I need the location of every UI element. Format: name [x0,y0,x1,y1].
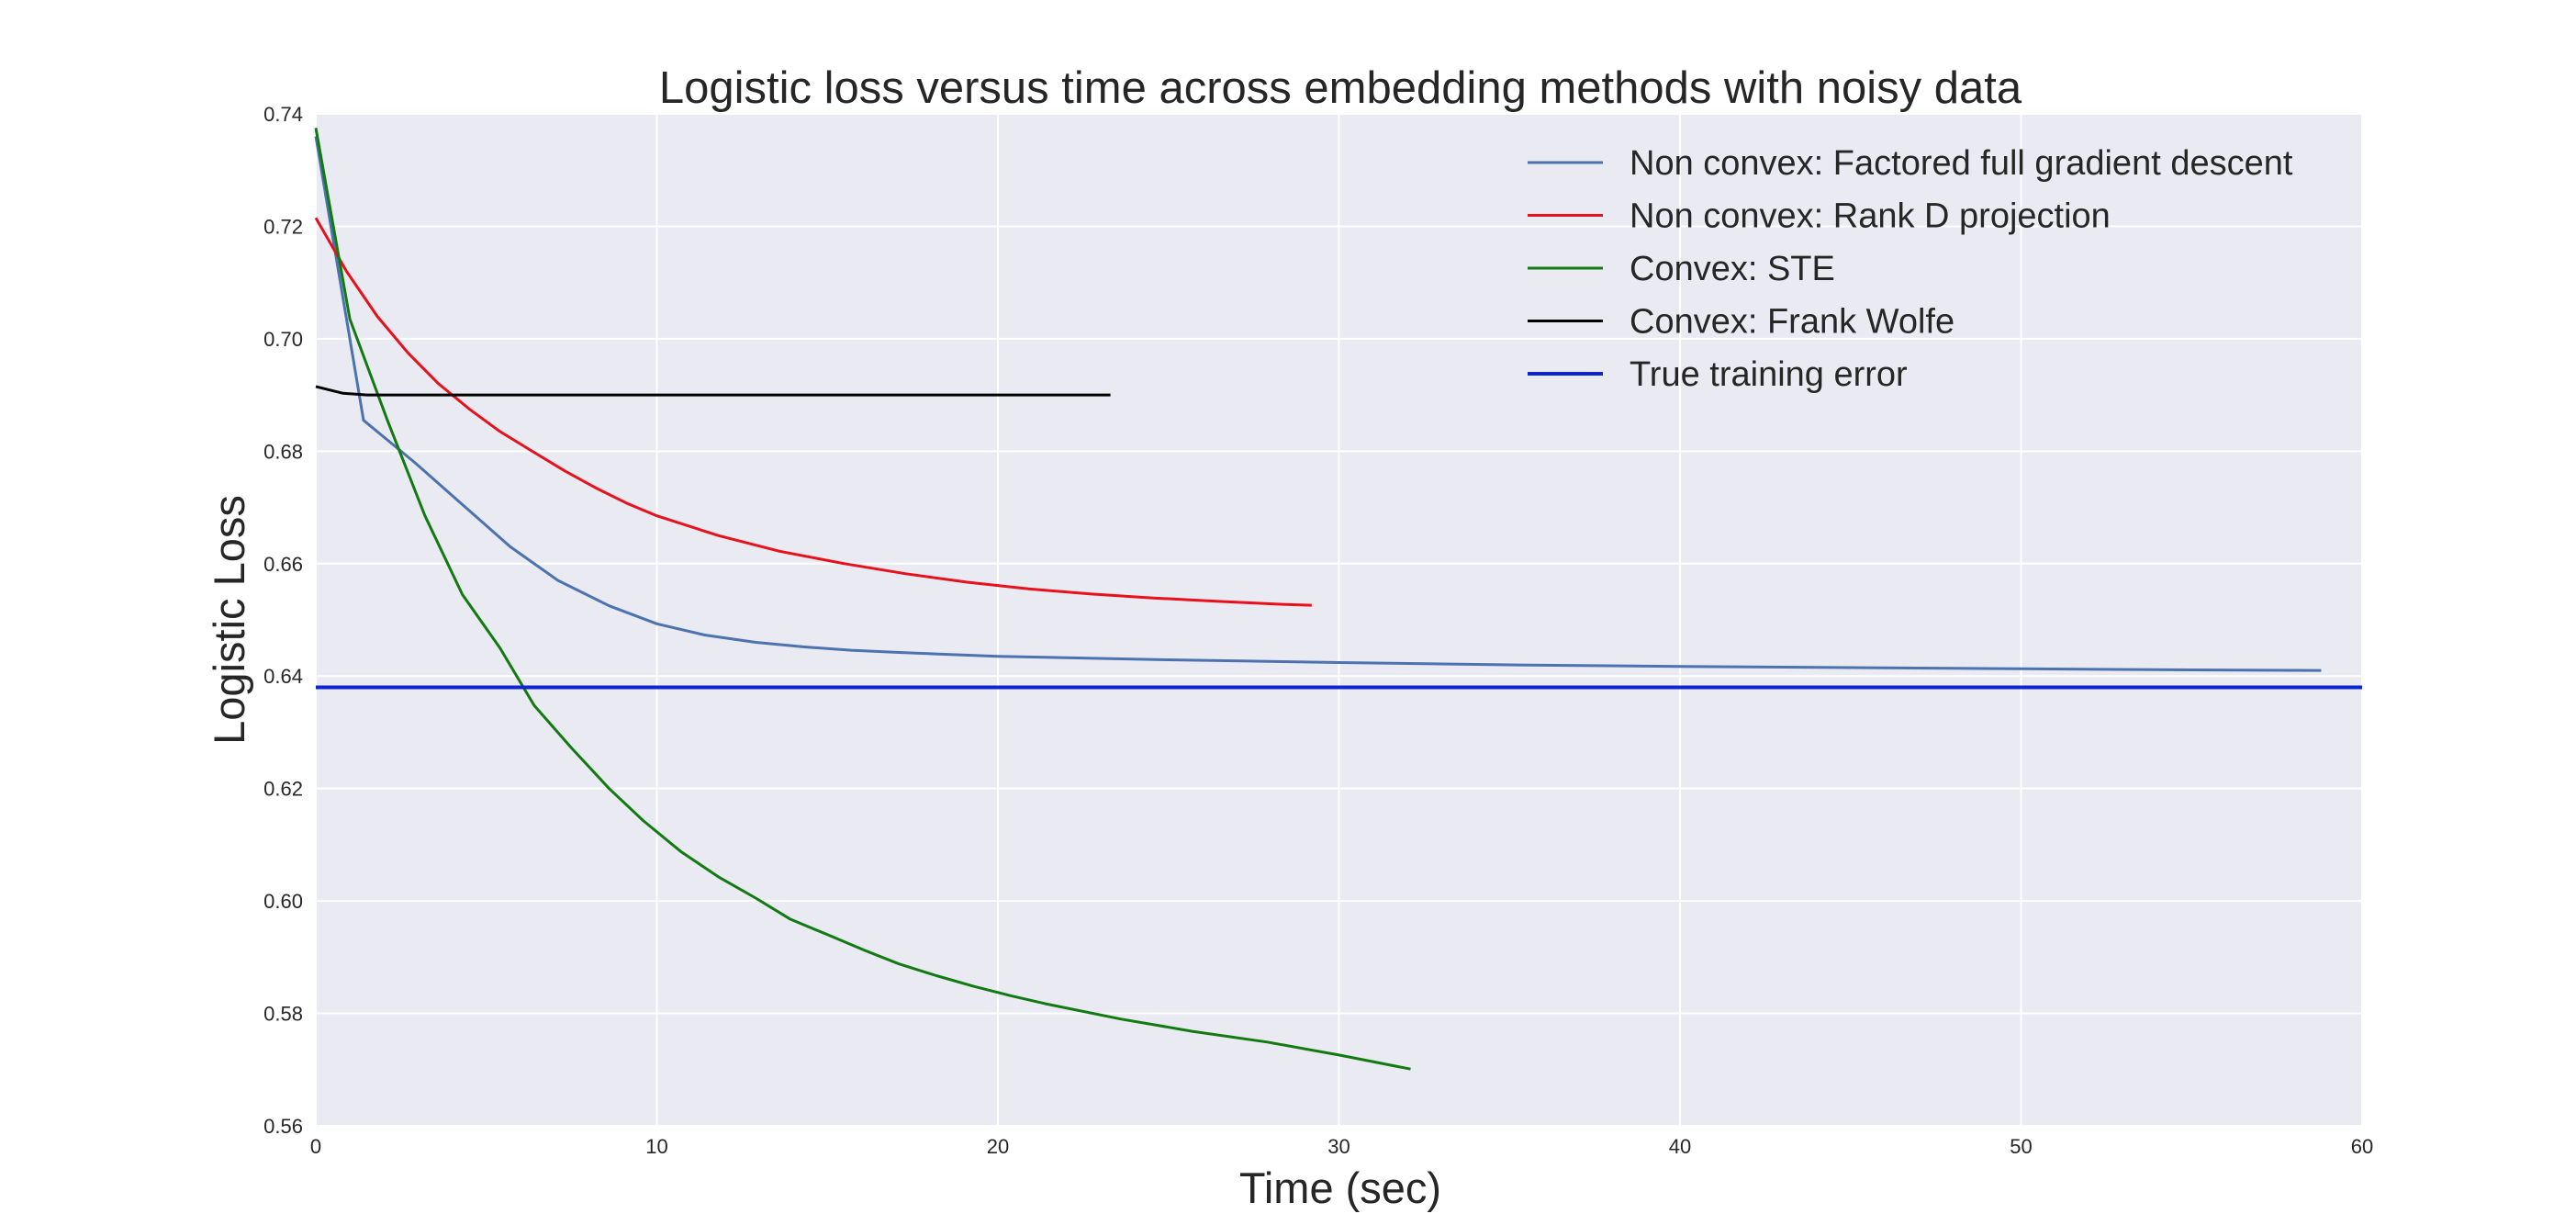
series-line-2 [314,217,1312,607]
x-axis-ticks: 0 10 20 30 40 50 60 [310,1135,2373,1158]
series-line-4 [315,385,1111,397]
legend-entry-label: Convex: STE [1630,250,1835,288]
y-tick-label: 0.68 [263,440,303,463]
series-line-1 [314,136,2322,672]
x-tick-label: 0 [310,1135,321,1158]
y-tick-label: 0.56 [263,1115,303,1138]
y-tick-label: 0.66 [263,553,303,576]
legend-entry-label: True training error [1630,355,1908,394]
y-tick-label: 0.72 [263,215,303,238]
series-line-3 [314,128,1411,1071]
legend-entry-label: Non convex: Rank D projection [1630,197,2111,236]
grid [315,113,2363,1127]
y-axis-ticks: 0.56 0.58 0.60 0.62 0.64 0.66 0.68 0.70 0.72 0.74 [263,103,303,1138]
y-tick-label: 0.64 [263,665,303,688]
x-tick-label: 30 [1327,1135,1350,1158]
y-tick-label: 0.70 [263,328,303,351]
legend-entry-label: Non convex: Factored full gradient desce… [1630,144,2293,183]
x-tick-label: 20 [987,1135,1009,1158]
y-axis-label: Logistic Loss [205,495,253,745]
x-tick-label: 10 [645,1135,667,1158]
x-tick-label: 50 [2010,1135,2032,1158]
x-tick-label: 60 [2351,1135,2373,1158]
chart-title: Logistic loss versus time across embeddi… [659,63,2022,113]
series-layer [314,128,2362,1071]
y-tick-label: 0.74 [263,103,303,126]
x-tick-label: 40 [1669,1135,1691,1158]
y-tick-label: 0.60 [263,890,303,913]
x-axis-label: Time (sec) [1239,1163,1441,1212]
legend: Non convex: Factored full gradient desce… [1528,144,2293,394]
y-tick-label: 0.58 [263,1003,303,1026]
y-tick-label: 0.62 [263,778,303,801]
legend-entry-label: Convex: Frank Wolfe [1630,303,1954,342]
